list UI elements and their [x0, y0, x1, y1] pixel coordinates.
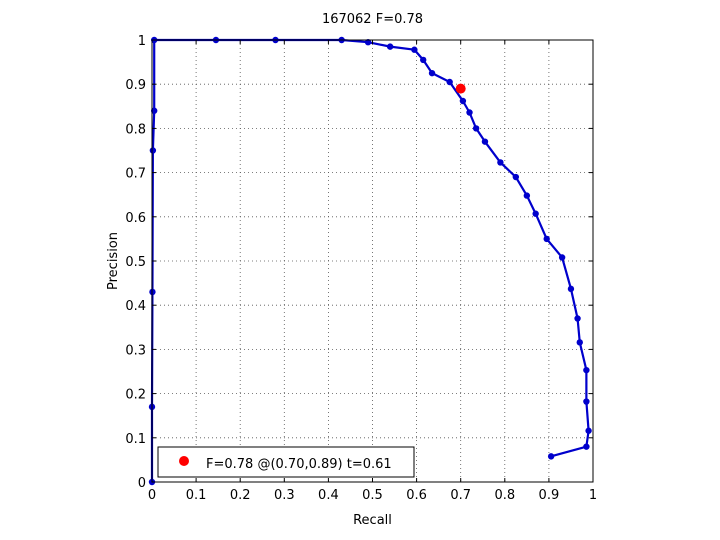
- x-tick-label: 0.9: [539, 488, 560, 503]
- legend-marker: [179, 456, 189, 466]
- pr-curve-point: [547, 453, 555, 460]
- pr-curve-point: [567, 285, 575, 293]
- x-tick-label: 0.2: [230, 488, 251, 503]
- x-tick-label: 0.1: [186, 488, 207, 503]
- pr-curve-point: [583, 366, 590, 374]
- pr-curve-point: [512, 173, 520, 181]
- pr-curve-point: [481, 138, 489, 145]
- x-tick-label: 1: [589, 488, 597, 503]
- pr-curve-point: [583, 398, 590, 405]
- pr-curve-point: [364, 39, 372, 46]
- ticks-layer: 0 0.1 0.2 0.3 0.4 0.5 0.6 0.7 0.8 0.9 1 0 0.1 0.2 0.3 0…: [125, 34, 597, 503]
- legend-box: [157, 446, 415, 478]
- y-tick-label: 0.9: [125, 78, 146, 93]
- y-tick-label: 0: [138, 476, 146, 491]
- pr-curve-point: [472, 125, 480, 132]
- chart-title: 167062 F=0.78: [322, 12, 423, 27]
- y-tick-label: 0.1: [125, 432, 146, 447]
- x-tick-label: 0.8: [494, 488, 515, 503]
- pr-curve-point: [151, 107, 158, 114]
- legend: F=0.78 @(0.70,0.89) t=0.61: [157, 446, 415, 478]
- pr-curve-point: [386, 43, 394, 50]
- y-tick-label: 0.5: [125, 255, 146, 270]
- x-axis-label: Recall: [353, 513, 392, 528]
- x-tick-label: 0.7: [450, 488, 471, 503]
- y-tick-label: 0.6: [125, 211, 146, 226]
- pr-curve-point: [574, 315, 581, 322]
- y-tick-label: 0.4: [125, 299, 146, 314]
- pr-curve-point: [428, 69, 436, 77]
- grid-lines: [152, 40, 593, 482]
- y-tick-label: 0.3: [125, 343, 146, 358]
- x-tick-label: 0: [148, 488, 156, 503]
- pr-curve-point: [466, 109, 473, 116]
- pr-curve-point: [149, 147, 157, 154]
- pr-curve-point: [576, 339, 583, 346]
- y-axis-label: Precision: [106, 232, 121, 290]
- pr-curve-point: [420, 56, 427, 64]
- y-tick-label: 1: [138, 34, 146, 49]
- pr-curve-point: [446, 78, 453, 86]
- y-tick-label: 0.8: [125, 122, 146, 137]
- pr-curve-point: [585, 427, 592, 434]
- plot-area: 0 0.1 0.2 0.3 0.4 0.5 0.6 0.7 0.8 0.9 1 0 0.1 0.2 0.3 0…: [125, 34, 597, 503]
- x-tick-label: 0.3: [274, 488, 295, 503]
- best-f-point: [455, 83, 466, 94]
- pr-curve-point: [497, 159, 504, 166]
- y-tick-label: 0.2: [125, 388, 146, 403]
- pr-curve-point: [523, 192, 531, 199]
- legend-label: F=0.78 @(0.70,0.89) t=0.61: [206, 457, 392, 472]
- pr-curve-point: [543, 235, 550, 243]
- pr-curve-point: [411, 46, 418, 53]
- x-tick-label: 0.4: [318, 488, 339, 503]
- x-tick-label: 0.6: [406, 488, 427, 503]
- pr-curve-point: [459, 97, 467, 105]
- pr-curve-point: [583, 443, 590, 450]
- x-tick-label: 0.5: [362, 488, 383, 503]
- pr-curve-point: [558, 254, 566, 261]
- y-tick-label: 0.7: [125, 167, 146, 182]
- pr-curve-point: [532, 210, 539, 217]
